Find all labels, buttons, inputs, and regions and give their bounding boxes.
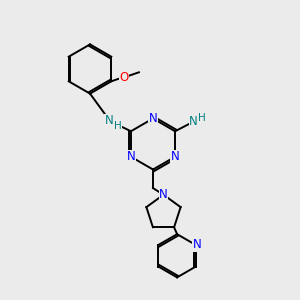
Text: N: N [193,238,201,251]
Text: N: N [127,150,135,163]
Text: N: N [189,115,198,128]
Text: N: N [148,112,158,125]
Text: O: O [120,70,129,84]
Text: N: N [159,188,168,201]
Text: H: H [198,113,206,123]
Text: N: N [171,150,179,163]
Text: N: N [105,114,114,127]
Text: H: H [114,121,122,131]
